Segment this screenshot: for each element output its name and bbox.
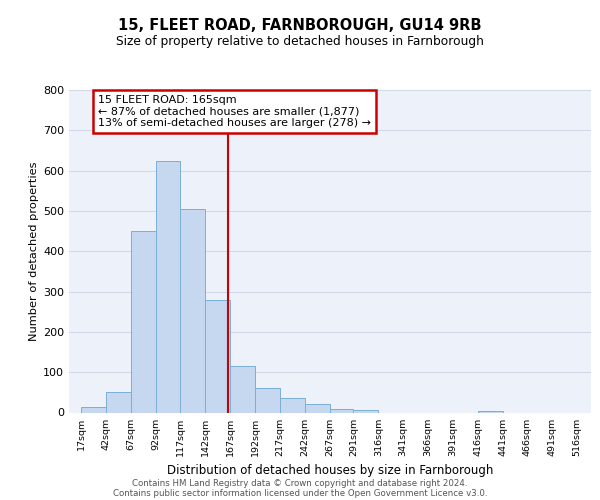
Bar xyxy=(81,408,106,412)
Bar xyxy=(205,300,230,412)
Bar xyxy=(305,404,329,412)
Bar xyxy=(181,209,205,412)
Bar xyxy=(230,366,255,412)
Bar xyxy=(255,388,280,412)
Text: Contains HM Land Registry data © Crown copyright and database right 2024.: Contains HM Land Registry data © Crown c… xyxy=(132,478,468,488)
Bar xyxy=(131,231,155,412)
Bar xyxy=(280,398,305,412)
Text: 15 FLEET ROAD: 165sqm
← 87% of detached houses are smaller (1,877)
13% of semi-d: 15 FLEET ROAD: 165sqm ← 87% of detached … xyxy=(98,95,371,128)
Text: 15, FLEET ROAD, FARNBOROUGH, GU14 9RB: 15, FLEET ROAD, FARNBOROUGH, GU14 9RB xyxy=(118,18,482,32)
X-axis label: Distribution of detached houses by size in Farnborough: Distribution of detached houses by size … xyxy=(167,464,493,477)
Bar xyxy=(329,410,353,412)
Bar xyxy=(353,410,378,412)
Bar xyxy=(106,392,131,412)
Text: Size of property relative to detached houses in Farnborough: Size of property relative to detached ho… xyxy=(116,35,484,48)
Y-axis label: Number of detached properties: Number of detached properties xyxy=(29,162,39,341)
Text: Contains public sector information licensed under the Open Government Licence v3: Contains public sector information licen… xyxy=(113,488,487,498)
Bar xyxy=(155,160,181,412)
